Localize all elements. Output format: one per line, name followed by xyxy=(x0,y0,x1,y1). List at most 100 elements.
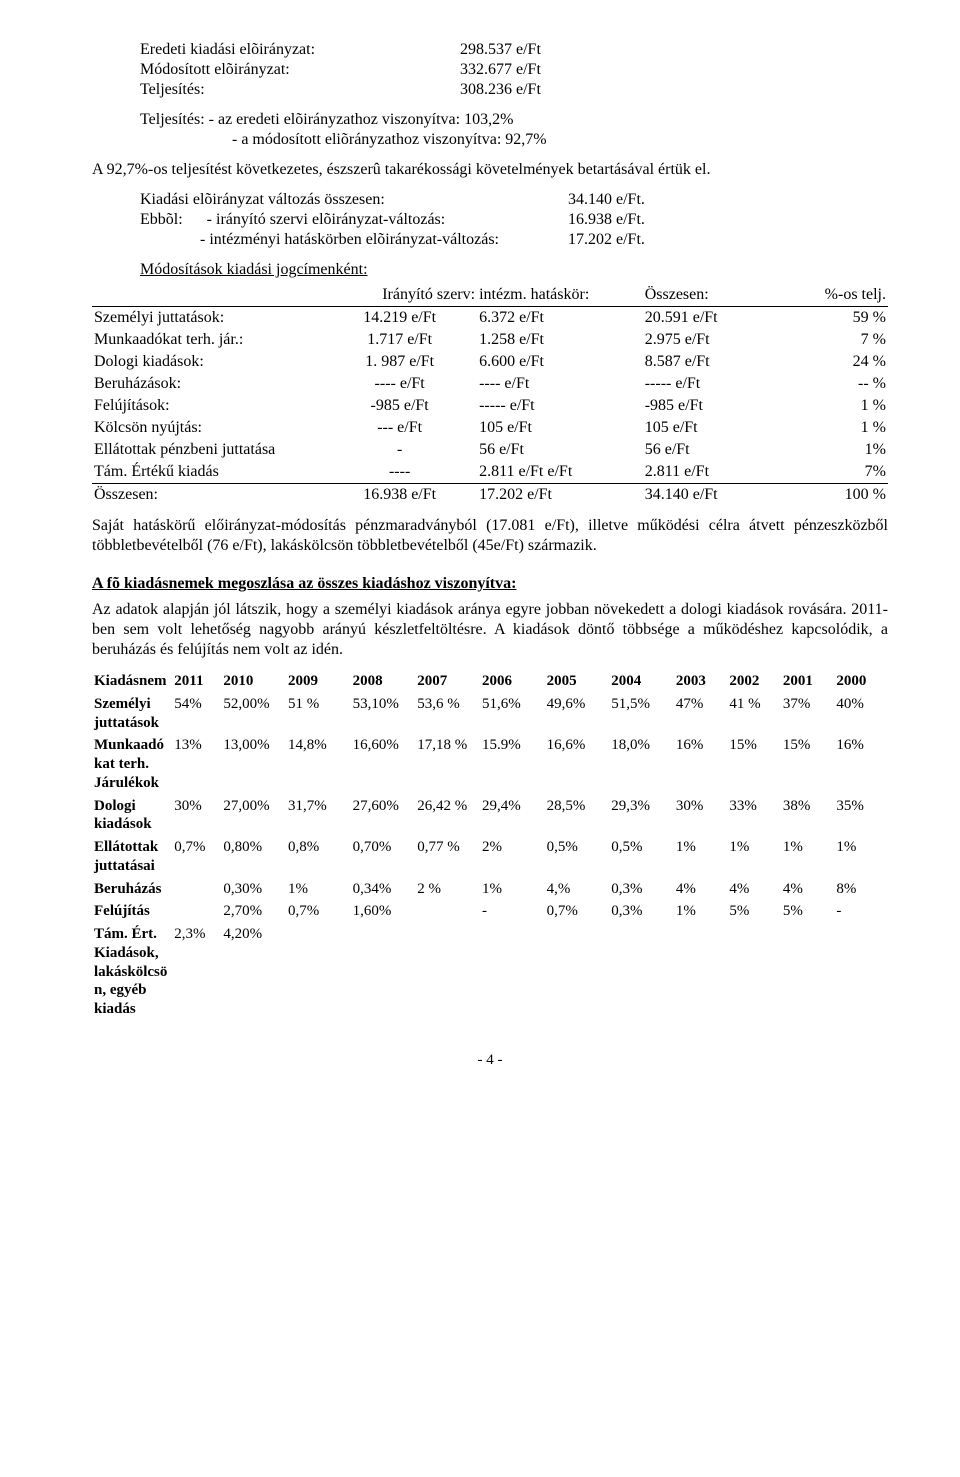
td: 0,5% xyxy=(609,836,674,878)
td: --- e/Ft xyxy=(322,417,477,439)
td: ----- e/Ft xyxy=(643,373,787,395)
td xyxy=(727,923,781,1021)
td: 15% xyxy=(727,734,781,794)
td: 0,30% xyxy=(221,878,286,901)
td xyxy=(545,923,610,1021)
td: 40% xyxy=(834,693,888,735)
td: 2.975 e/Ft xyxy=(643,329,787,351)
td: 34.140 e/Ft xyxy=(643,484,787,507)
kv-row: Eredeti kiadási elõirányzat: 298.537 e/F… xyxy=(140,40,888,60)
td: Személyi juttatások: xyxy=(92,307,322,330)
table-row: Felújítások:-985 e/Ft----- e/Ft-985 e/Ft… xyxy=(92,395,888,417)
td: 1 % xyxy=(787,417,888,439)
td xyxy=(834,923,888,1021)
table-row: Tám. Ért. Kiadások, lakáskölcsön, egyéb … xyxy=(92,923,888,1021)
td: Kölcsön nyújtás: xyxy=(92,417,322,439)
kv-row: Kiadási elõirányzat változás összesen: 3… xyxy=(140,190,888,210)
td: 37% xyxy=(781,693,835,735)
td: -985 e/Ft xyxy=(643,395,787,417)
kv-label: Ebbõl: - irányító szervi elõirányzat-vál… xyxy=(140,210,568,230)
td: 2,3% xyxy=(172,923,221,1021)
td: 2011 xyxy=(172,670,221,693)
td: 29,4% xyxy=(480,795,545,837)
table-row: Munkaadókat terh. Járulékok13%13,00%14,8… xyxy=(92,734,888,794)
kv-row: Teljesítés: 308.236 e/Ft xyxy=(140,80,888,100)
telj-line: - a módosított eliõrányzathoz viszonyítv… xyxy=(92,130,888,150)
td: Felújítások: xyxy=(92,395,322,417)
td: 14,8% xyxy=(286,734,351,794)
kv-value: 16.938 e/Ft. xyxy=(568,210,645,230)
row-label: Munkaadókat terh. Járulékok xyxy=(92,734,172,794)
td: Dologi kiadások: xyxy=(92,351,322,373)
td: 7 % xyxy=(787,329,888,351)
kv-label: - intézményi hatáskörben elõirányzat-vál… xyxy=(140,230,568,250)
td: 53,10% xyxy=(351,693,416,735)
td: 33% xyxy=(727,795,781,837)
td: 14.219 e/Ft xyxy=(322,307,477,330)
subsection-title: Módosítások kiadási jogcímenként: xyxy=(92,260,888,280)
td: 4,% xyxy=(545,878,610,901)
td: 2 % xyxy=(415,878,480,901)
td: 2.811 e/Ft e/Ft xyxy=(477,461,643,484)
td: 24 % xyxy=(787,351,888,373)
td: 2009 xyxy=(286,670,351,693)
td: 20.591 e/Ft xyxy=(643,307,787,330)
td: 17,18 % xyxy=(415,734,480,794)
section-title: A fõ kiadásnemek megoszlása az összes ki… xyxy=(92,574,888,594)
td xyxy=(172,900,221,923)
table-row: Beruházás0,30%1%0,34%2 %1%4,%0,3%4%4%4%8… xyxy=(92,878,888,901)
td: 1. 987 e/Ft xyxy=(322,351,477,373)
td: 38% xyxy=(781,795,835,837)
td: -985 e/Ft xyxy=(322,395,477,417)
row-label: Személyi juttatások xyxy=(92,693,172,735)
td: 0,7% xyxy=(286,900,351,923)
td: 27,60% xyxy=(351,795,416,837)
td: 5% xyxy=(781,900,835,923)
td: 7% xyxy=(787,461,888,484)
td: - xyxy=(480,900,545,923)
td: 35% xyxy=(834,795,888,837)
th: intézm. hatáskör: xyxy=(477,284,643,307)
table-row: Dologi kiadások:1. 987 e/Ft6.600 e/Ft8.5… xyxy=(92,351,888,373)
row-label: Dologi kiadások xyxy=(92,795,172,837)
kv-value: 34.140 e/Ft. xyxy=(568,190,645,210)
budget-summary: Eredeti kiadási elõirányzat: 298.537 e/F… xyxy=(92,40,888,280)
td: 53,6 % xyxy=(415,693,480,735)
row-label: Tám. Ért. Kiadások, lakáskölcsön, egyéb … xyxy=(92,923,172,1021)
td: 1% xyxy=(834,836,888,878)
td: 0,8% xyxy=(286,836,351,878)
kv-value: 332.677 e/Ft xyxy=(420,60,541,80)
td xyxy=(286,923,351,1021)
td: 8% xyxy=(834,878,888,901)
td: 17.202 e/Ft xyxy=(477,484,643,507)
td: Beruházások: xyxy=(92,373,322,395)
kv-label: Teljesítés: xyxy=(140,80,420,100)
td: 51 % xyxy=(286,693,351,735)
td: 0,7% xyxy=(172,836,221,878)
td xyxy=(351,923,416,1021)
td: 2006 xyxy=(480,670,545,693)
page-number: - 4 - xyxy=(92,1051,888,1070)
td: ---- e/Ft xyxy=(477,373,643,395)
paragraph: Saját hatáskörű előirányzat-módosítás pé… xyxy=(92,516,888,556)
td: 16,6% xyxy=(545,734,610,794)
td: 16% xyxy=(674,734,728,794)
td: 47% xyxy=(674,693,728,735)
td: 2008 xyxy=(351,670,416,693)
td: 1% xyxy=(286,878,351,901)
td: 0,80% xyxy=(221,836,286,878)
td: 4,20% xyxy=(221,923,286,1021)
table-row: Munkaadókat terh. jár.:1.717 e/Ft1.258 e… xyxy=(92,329,888,351)
row-label: Kiadásnem xyxy=(92,670,172,693)
td: - xyxy=(322,439,477,461)
td: -- % xyxy=(787,373,888,395)
td: 1% xyxy=(787,439,888,461)
td: 26,42 % xyxy=(415,795,480,837)
table-header-row: Kiadásnem2011201020092008200720062005200… xyxy=(92,670,888,693)
td: 0,77 % xyxy=(415,836,480,878)
table-row: Ellátottak juttatásai0,7%0,80%0,8%0,70%0… xyxy=(92,836,888,878)
table-row: Felújítás2,70%0,7%1,60%-0,7%0,3%1%5%5%- xyxy=(92,900,888,923)
td: 15% xyxy=(781,734,835,794)
table-row: Személyi juttatások54%52,00%51 %53,10%53… xyxy=(92,693,888,735)
kv-value: 298.537 e/Ft xyxy=(420,40,541,60)
